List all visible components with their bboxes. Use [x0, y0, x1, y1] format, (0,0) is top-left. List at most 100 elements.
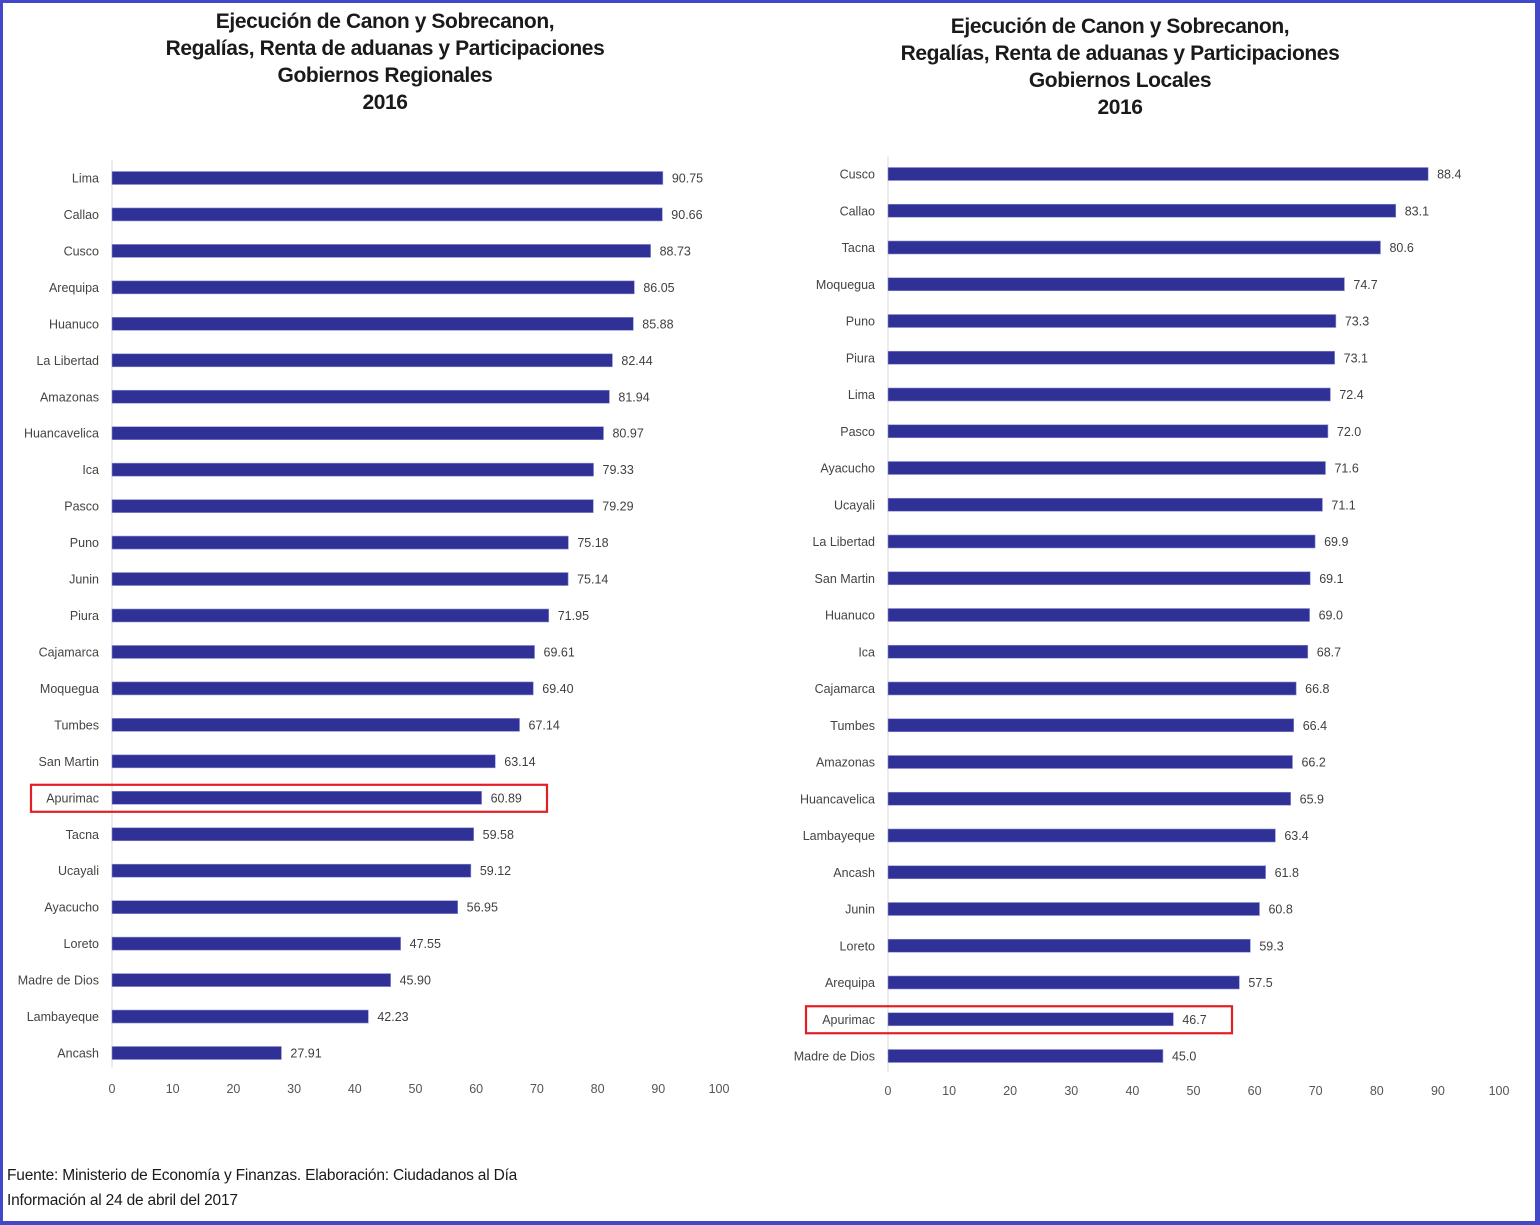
x-tick-label: 20 — [1003, 1084, 1017, 1098]
bar — [887, 203, 1397, 218]
data-label: 59.3 — [1259, 939, 1283, 953]
x-tick-label: 10 — [942, 1084, 956, 1098]
category-label: Lima — [848, 388, 875, 402]
x-tick-label: 90 — [651, 1082, 665, 1096]
footer-date: Información al 24 de abril del 2017 — [7, 1192, 238, 1209]
title-line: Gobiernos Locales — [1028, 69, 1212, 92]
data-label: 81.94 — [618, 390, 649, 404]
data-label: 71.1 — [1331, 498, 1355, 512]
data-label: 59.12 — [480, 864, 511, 878]
data-label: 82.44 — [621, 354, 652, 368]
category-label: Amazonas — [816, 756, 875, 770]
bar — [887, 240, 1381, 255]
category-label: Lambayeque — [27, 1010, 99, 1024]
data-label: 86.05 — [643, 281, 674, 295]
category-label: Cusco — [64, 244, 99, 258]
category-label: Ancash — [57, 1047, 99, 1061]
bar — [111, 207, 663, 222]
x-tick-label: 10 — [166, 1082, 180, 1096]
category-label: Piura — [846, 351, 875, 365]
x-tick-label: 60 — [1248, 1084, 1262, 1098]
data-label: 66.2 — [1301, 756, 1325, 770]
data-label: 69.40 — [542, 682, 573, 696]
bar — [887, 681, 1297, 696]
data-label: 60.89 — [491, 791, 522, 805]
bar — [111, 645, 535, 659]
bar — [111, 754, 496, 769]
chart-title-local: Ejecución de Canon y Sobrecanon, Regalía… — [775, 13, 1465, 121]
category-label: Junin — [845, 903, 875, 917]
title-line: Regalías, Renta de aduanas y Participaci… — [165, 37, 605, 60]
data-label: 68.7 — [1317, 645, 1341, 659]
bar — [111, 280, 635, 295]
x-tick-label: 30 — [1064, 1084, 1078, 1098]
data-label: 57.5 — [1248, 976, 1272, 990]
highlight-box — [804, 1005, 1234, 1035]
category-label: La Libertad — [812, 535, 875, 549]
x-tick-label: 80 — [1370, 1084, 1384, 1098]
data-label: 85.88 — [642, 317, 673, 331]
category-label: Arequipa — [49, 281, 99, 295]
data-label: 42.23 — [377, 1010, 408, 1024]
data-label: 69.0 — [1319, 609, 1343, 623]
category-label: Callao — [840, 204, 875, 218]
data-label: 80.97 — [612, 427, 643, 441]
data-label: 27.91 — [290, 1047, 321, 1061]
bar — [111, 718, 520, 732]
bar — [887, 902, 1260, 916]
category-label: La Libertad — [36, 354, 99, 368]
category-label: Ica — [858, 645, 875, 659]
x-tick-label: 40 — [1125, 1084, 1139, 1098]
bar — [111, 389, 610, 404]
data-label: 71.95 — [558, 609, 589, 623]
data-label: 90.66 — [671, 208, 702, 222]
bar — [887, 277, 1345, 292]
category-label: Puno — [70, 536, 99, 550]
bar — [111, 317, 634, 331]
category-label: Ucayali — [834, 498, 875, 512]
bar — [887, 791, 1291, 806]
category-label: Ica — [82, 463, 99, 477]
x-tick-label: 0 — [885, 1084, 892, 1098]
title-line: 2016 — [362, 91, 408, 114]
category-label: Apurimac — [822, 1013, 875, 1027]
x-tick-label: 50 — [409, 1082, 423, 1096]
category-label: Tumbes — [830, 719, 875, 733]
data-label: 90.75 — [672, 172, 703, 186]
data-label: 66.4 — [1303, 719, 1327, 733]
data-label: 79.29 — [602, 500, 633, 514]
bar — [111, 863, 472, 878]
bar — [887, 608, 1310, 622]
data-label: 69.1 — [1319, 572, 1343, 586]
category-label: Ancash — [833, 866, 875, 880]
bar — [887, 497, 1323, 512]
data-label: 63.14 — [504, 755, 535, 769]
data-label: 69.61 — [544, 645, 575, 659]
category-label: Cajamarca — [815, 682, 875, 696]
x-tick-label: 0 — [109, 1082, 116, 1096]
bar — [111, 353, 613, 368]
x-tick-label: 90 — [1431, 1084, 1445, 1098]
x-tick-label: 70 — [530, 1082, 544, 1096]
category-label: Moquegua — [816, 278, 875, 292]
x-tick-label: 100 — [709, 1082, 730, 1096]
category-label: Huancavelica — [800, 792, 875, 806]
bar — [111, 1046, 282, 1060]
bar — [887, 938, 1251, 953]
data-label: 45.90 — [400, 974, 431, 988]
category-label: Junin — [69, 573, 99, 587]
category-label: Amazonas — [40, 390, 99, 404]
data-label: 83.1 — [1405, 204, 1429, 218]
bar — [111, 936, 401, 951]
data-label: 69.9 — [1324, 535, 1348, 549]
data-label: 88.73 — [660, 244, 691, 258]
bar — [887, 424, 1329, 439]
data-label: 66.8 — [1305, 682, 1329, 696]
category-label: Huancavelica — [24, 427, 99, 441]
bar — [887, 644, 1309, 659]
category-label: Ucayali — [58, 864, 99, 878]
bar — [111, 244, 651, 258]
category-label: Loreto — [840, 939, 875, 953]
category-label: Pasco — [64, 500, 99, 514]
bar — [887, 350, 1335, 365]
